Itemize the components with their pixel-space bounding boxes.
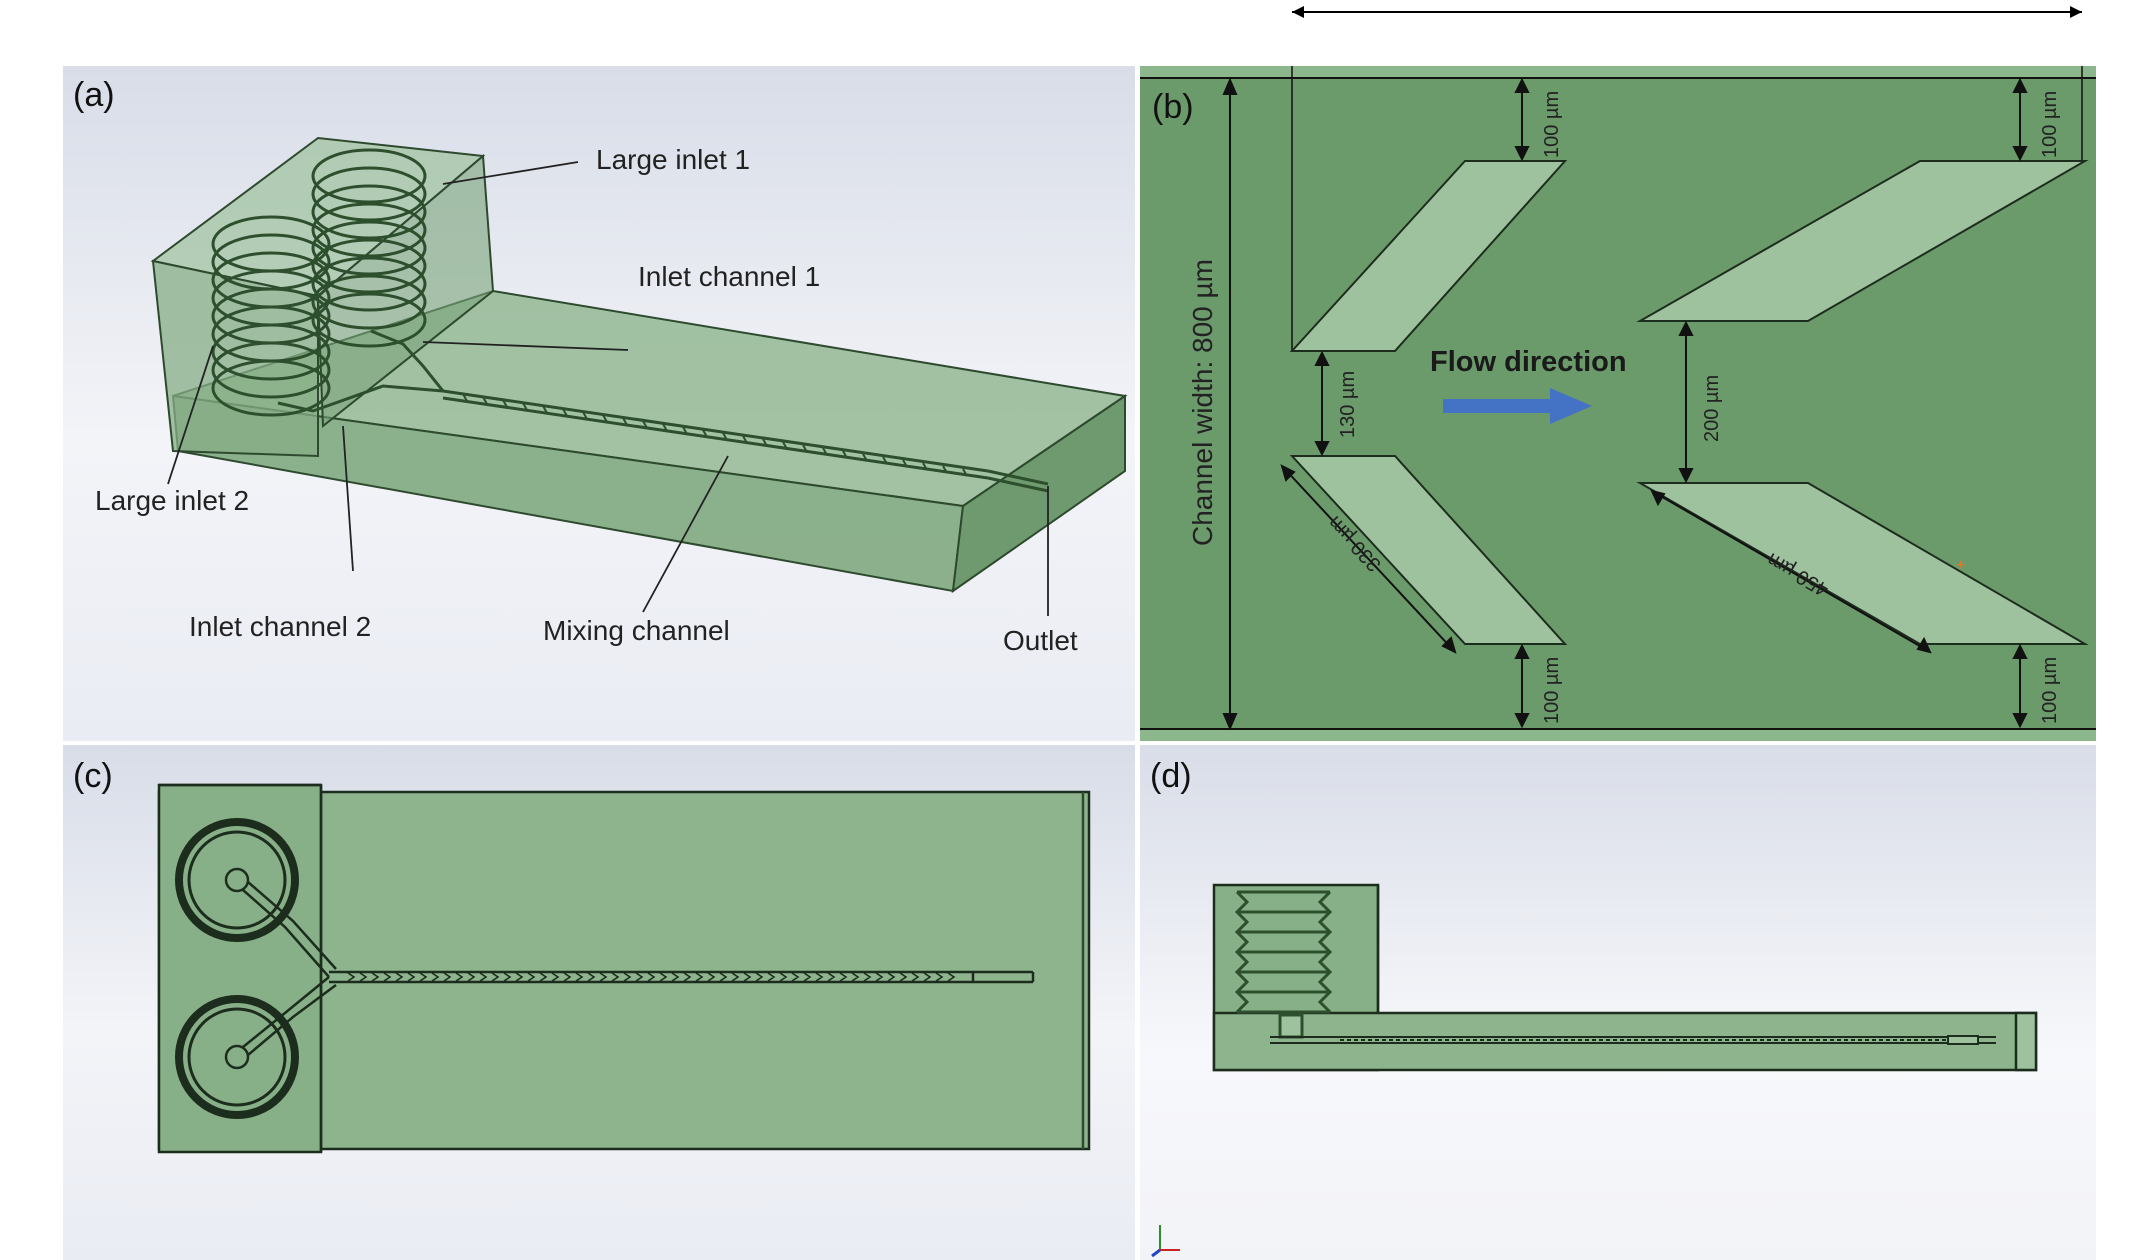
device-body-top — [157, 783, 1091, 1154]
length-dimensions — [1280, 464, 1932, 654]
panel-b-label: (b) — [1152, 88, 1194, 126]
mixing-grooves-top — [347, 972, 956, 982]
dims-100um — [1514, 77, 2028, 729]
channel-width-label: Channel width: 800 µm — [1187, 259, 1218, 546]
dim-bottom-right: 100 µm — [2039, 657, 2061, 724]
axis-triad-icon — [1151, 1225, 1180, 1258]
panel-d-label: (d) — [1150, 757, 1192, 795]
flow-direction-label: Flow direction — [1430, 346, 1627, 378]
panel-a-isometric-view: (a) — [63, 66, 1135, 741]
label-inlet-channel-1: Inlet channel 1 — [638, 261, 820, 292]
panel-a-leader-lines — [167, 161, 1049, 616]
channel-side — [1270, 1035, 1996, 1045]
panel-c-label: (c) — [73, 757, 113, 795]
cursor-mark: + — [1956, 557, 1965, 574]
dim-gap-left: 130 µm — [1337, 371, 1359, 438]
channels-isometric — [277, 329, 1049, 493]
inlet-rings-top — [175, 818, 299, 1119]
dim-gap-right: 200 µm — [1701, 375, 1723, 442]
coil-large-inlet-1 — [311, 148, 427, 348]
device-body-isometric — [150, 136, 1128, 594]
label-large-inlet-2: Large inlet 2 — [95, 485, 249, 516]
groove-pair-right — [1636, 160, 2089, 645]
label-mixing-channel: Mixing channel — [543, 615, 730, 646]
label-inlet-channel-2: Inlet channel 2 — [189, 611, 371, 642]
panel-a-label: (a) — [73, 76, 115, 114]
panel-c-top-view: (c) — [63, 745, 1135, 1260]
dim-top-left: 100 µm — [1541, 91, 1563, 158]
mixing-channel-grooves — [462, 393, 968, 477]
groove-pair-left — [1289, 160, 1568, 645]
panel-b-groove-dimensions: (b) Channel width: 800 µm — [1140, 66, 2096, 741]
gap-dimensions — [1314, 320, 1694, 484]
label-outlet: Outlet — [1003, 625, 1078, 656]
channel-width-dimension — [1222, 77, 1238, 731]
label-large-inlet-1: Large inlet 1 — [596, 144, 750, 175]
dim-bottom-left: 100 µm — [1541, 657, 1563, 724]
coil-side — [1234, 890, 1333, 1039]
dim-top-right: 100 µm — [2039, 91, 2061, 158]
flow-direction-arrow — [1443, 388, 1592, 424]
coil-large-inlet-2 — [211, 215, 331, 417]
channels-top — [242, 881, 1035, 1056]
panel-d-side-view: (d) — [1140, 745, 2096, 1260]
